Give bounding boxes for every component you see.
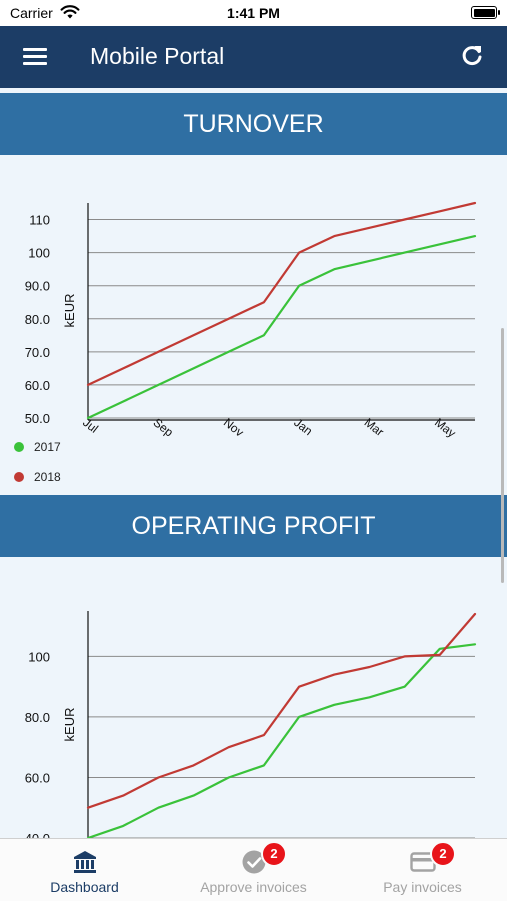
y-tick-label: 100 xyxy=(28,246,50,261)
legend-item-2018: 2018 xyxy=(14,470,61,484)
operating-profit-section-header: OPERATING PROFIT xyxy=(0,495,507,557)
y-tick-label: 100 xyxy=(28,649,50,664)
hamburger-menu-icon[interactable] xyxy=(23,46,47,66)
x-tick-label: Nov xyxy=(221,415,246,439)
wifi-icon xyxy=(60,5,80,19)
dashboard-content[interactable]: TURNOVER 50.0 60.0 70.0 80.0 90.0 100 110 kEUR J… xyxy=(0,88,507,838)
legend-dot-2017 xyxy=(14,442,24,452)
page-title: Mobile Portal xyxy=(90,43,225,69)
legend-item-2017: 2017 xyxy=(14,440,61,454)
refresh-icon[interactable] xyxy=(459,43,485,69)
tab-bar: Dashboard 2 Approve invoices 2 Pay invoi… xyxy=(0,838,507,901)
scrollbar[interactable] xyxy=(501,328,504,583)
series-line-2017 xyxy=(86,643,477,838)
checkmark-circle-icon xyxy=(242,850,266,874)
y-tick-label: 60.0 xyxy=(25,770,50,785)
status-time: 1:41 PM xyxy=(227,5,280,21)
tab-label-dashboard: Dashboard xyxy=(50,879,119,895)
series-line-2017 xyxy=(86,234,477,420)
legend-dot-2018 xyxy=(14,472,24,482)
operating-profit-chart: 40.0 60.0 80.0 100 kEUR xyxy=(25,611,477,838)
y-tick-label: 70.0 xyxy=(25,345,50,360)
x-tick-label: May xyxy=(432,415,458,440)
y-tick-label: 60.0 xyxy=(25,378,50,393)
battery-icon xyxy=(471,6,500,19)
y-tick-label: 110 xyxy=(29,213,50,228)
x-tick-label: Jan xyxy=(291,415,315,438)
tab-approve-invoices[interactable]: 2 Approve invoices xyxy=(169,839,338,901)
y-axis-label: kEUR xyxy=(62,294,77,328)
y-tick-label: 50.0 xyxy=(25,411,50,426)
legend-label-2018: 2018 xyxy=(34,470,61,484)
turnover-section-header: TURNOVER xyxy=(0,93,507,155)
approve-invoices-badge: 2 xyxy=(261,841,287,867)
tab-label-approve-invoices: Approve invoices xyxy=(200,879,307,895)
legend-label-2017: 2017 xyxy=(34,440,61,454)
y-axis-label: kEUR xyxy=(62,708,77,742)
y-tick-label: 40.0 xyxy=(25,831,50,838)
navigation-bar: Mobile Portal xyxy=(0,26,507,88)
pay-invoices-badge: 2 xyxy=(430,841,456,867)
status-bar: Carrier 1:41 PM xyxy=(0,0,507,26)
carrier-label: Carrier xyxy=(10,5,53,21)
series-line-2018 xyxy=(86,612,477,809)
series-line-2018 xyxy=(86,201,477,386)
tab-dashboard[interactable]: Dashboard xyxy=(0,839,169,901)
tab-label-pay-invoices: Pay invoices xyxy=(383,879,462,895)
bank-icon xyxy=(74,851,96,873)
y-tick-label: 80.0 xyxy=(25,710,50,725)
y-tick-label: 90.0 xyxy=(25,279,50,294)
x-tick-label: Sep xyxy=(151,415,177,439)
x-tick-label: Mar xyxy=(362,415,387,439)
tab-pay-invoices[interactable]: 2 Pay invoices xyxy=(338,839,507,901)
y-tick-label: 80.0 xyxy=(25,312,50,327)
